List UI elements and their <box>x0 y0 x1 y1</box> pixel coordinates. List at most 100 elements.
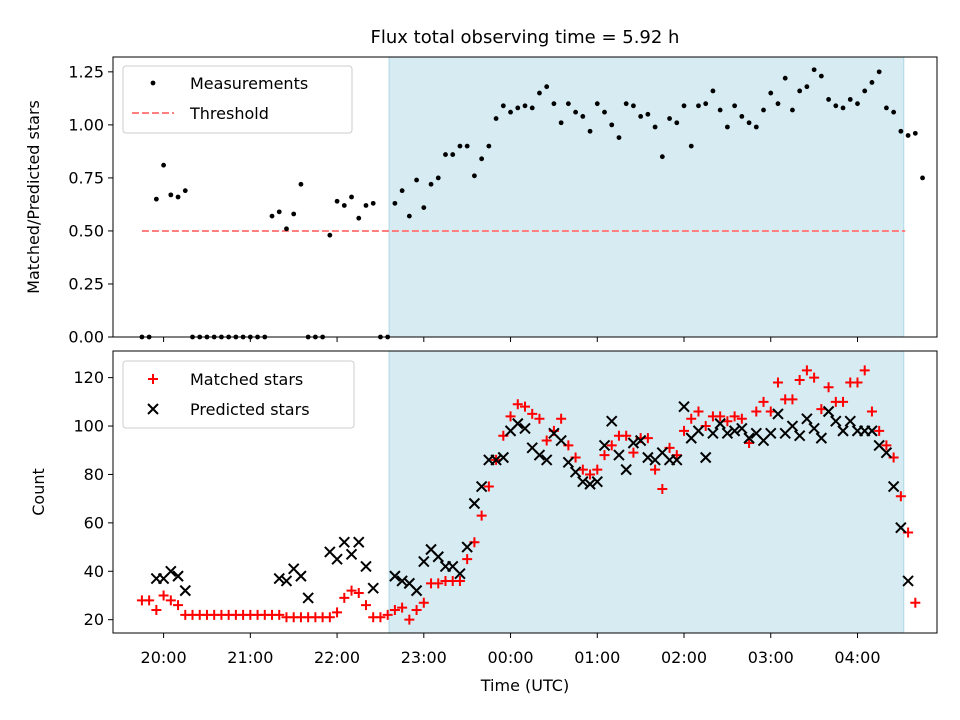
predicted-star-point <box>165 565 177 577</box>
y-tick-label: 20 <box>84 610 104 629</box>
predicted-star-point <box>512 417 524 430</box>
matched-star-point <box>838 396 849 407</box>
predicted-star-point <box>577 476 589 488</box>
x-tick-label: 21:00 <box>227 648 273 667</box>
predicted-star-point <box>866 425 878 437</box>
matched-star-point <box>809 372 820 383</box>
measurement-point <box>153 196 159 202</box>
x-tick-label: 03:00 <box>748 648 794 667</box>
measurement-point <box>363 203 369 208</box>
predicted-star-point <box>613 449 625 461</box>
legend-marker-measurements <box>150 80 156 86</box>
x-axis-label: Time (UTC) <box>480 676 569 695</box>
predicted-star-point <box>830 415 842 427</box>
measurement-point <box>327 232 333 238</box>
predicted-star-point <box>736 422 748 435</box>
predicted-star-point <box>540 454 553 466</box>
measurement-point <box>681 103 687 109</box>
measurement-point <box>493 116 499 121</box>
measurement-point <box>826 97 831 102</box>
measurement-point <box>739 113 745 119</box>
matched-star-point <box>454 575 465 586</box>
predicted-star-point <box>389 570 401 582</box>
predicted-star-point <box>454 567 466 580</box>
measurement-point <box>667 116 672 121</box>
x-tick-label: 23:00 <box>401 648 447 667</box>
legend-label-threshold: Threshold <box>189 104 269 123</box>
y-tick-label: 1.25 <box>68 62 104 81</box>
predicted-star-point <box>179 584 191 597</box>
matched-star-point <box>693 406 704 417</box>
measurement-point <box>717 107 723 113</box>
predicted-star-point <box>584 478 596 490</box>
bottom-x-axis: 20:00 21:00 22:00 23:00 00:00 01:00 02:00 03:00… <box>141 633 881 667</box>
measurement-point <box>269 213 275 219</box>
measurement-point <box>862 88 868 94</box>
matched-star-point <box>606 440 617 451</box>
predicted-star-point <box>555 434 567 447</box>
predicted-star-point <box>765 427 777 440</box>
matched-star-point <box>744 437 755 448</box>
matched-star-point <box>772 377 783 388</box>
matched-star-point <box>173 600 184 611</box>
measurement-point <box>920 175 925 181</box>
measurement-point <box>833 103 839 109</box>
measurement-point <box>623 101 629 107</box>
predicted-star-point <box>714 417 726 430</box>
bottom-axes-frame <box>112 350 938 634</box>
predicted-star-point <box>172 570 184 582</box>
predicted-star-point <box>302 592 314 604</box>
predicted-star-point <box>533 449 546 461</box>
bottom-y-axis-label: Count <box>29 468 48 516</box>
predicted-star-point <box>295 570 307 582</box>
matched-star-point <box>353 588 364 599</box>
measurement-point <box>609 122 615 128</box>
predicted-star-point <box>728 425 741 437</box>
y-tick-label: 0.75 <box>68 168 104 187</box>
matched-star-point <box>541 435 552 446</box>
measurement-point <box>565 101 571 107</box>
matched-star-point <box>418 597 429 608</box>
legend-label-matched: Matched stars <box>190 370 303 389</box>
predicted-star-point <box>721 427 734 440</box>
measurement-point <box>797 88 803 94</box>
measurement-point <box>421 205 427 211</box>
matched-star-point <box>433 578 444 589</box>
measurement-point <box>587 128 593 134</box>
matched-star-point <box>404 614 415 625</box>
matched-star-point <box>360 600 371 611</box>
matched-star-point <box>621 430 632 441</box>
measurement-point <box>175 194 181 200</box>
matched-star-point <box>144 595 155 606</box>
bottom-observing-interval-shade <box>388 350 905 634</box>
predicted-star-point <box>598 439 611 452</box>
measurement-point <box>674 120 680 126</box>
predicted-star-point <box>837 425 849 437</box>
measurement-point <box>551 101 557 107</box>
y-tick-label: 120 <box>73 368 104 387</box>
matched-star-point <box>816 404 827 415</box>
measurement-point <box>602 109 607 115</box>
measurement-point <box>746 120 752 126</box>
measurement-point <box>399 188 405 194</box>
top-legend: Measurements Threshold <box>122 65 353 134</box>
legend-label-predicted: Predicted stars <box>190 400 310 419</box>
measurement-point <box>392 200 398 206</box>
matched-star-point <box>686 413 697 424</box>
top-y-axis: 0.00 0.25 0.50 0.75 1.00 1.25 <box>68 62 113 347</box>
measurement-point <box>884 105 889 111</box>
y-tick-label: 0.00 <box>68 328 104 347</box>
chart-title: Flux total observing time = 5.92 h <box>371 27 680 48</box>
y-tick-label: 40 <box>84 562 104 581</box>
legend-marker-predicted <box>147 403 159 415</box>
predicted-star-point <box>620 463 632 476</box>
matched-star-point <box>852 377 863 388</box>
measurement-point <box>891 109 897 115</box>
bottom-legend: Matched stars Predicted stars <box>122 360 355 429</box>
measurement-point <box>580 113 586 119</box>
x-tick-label: 02:00 <box>661 648 707 667</box>
legend-label-measurements: Measurements <box>190 74 308 93</box>
predicted-star-point <box>801 413 813 425</box>
predicted-star-point <box>418 555 430 568</box>
measurement-point <box>522 103 528 109</box>
